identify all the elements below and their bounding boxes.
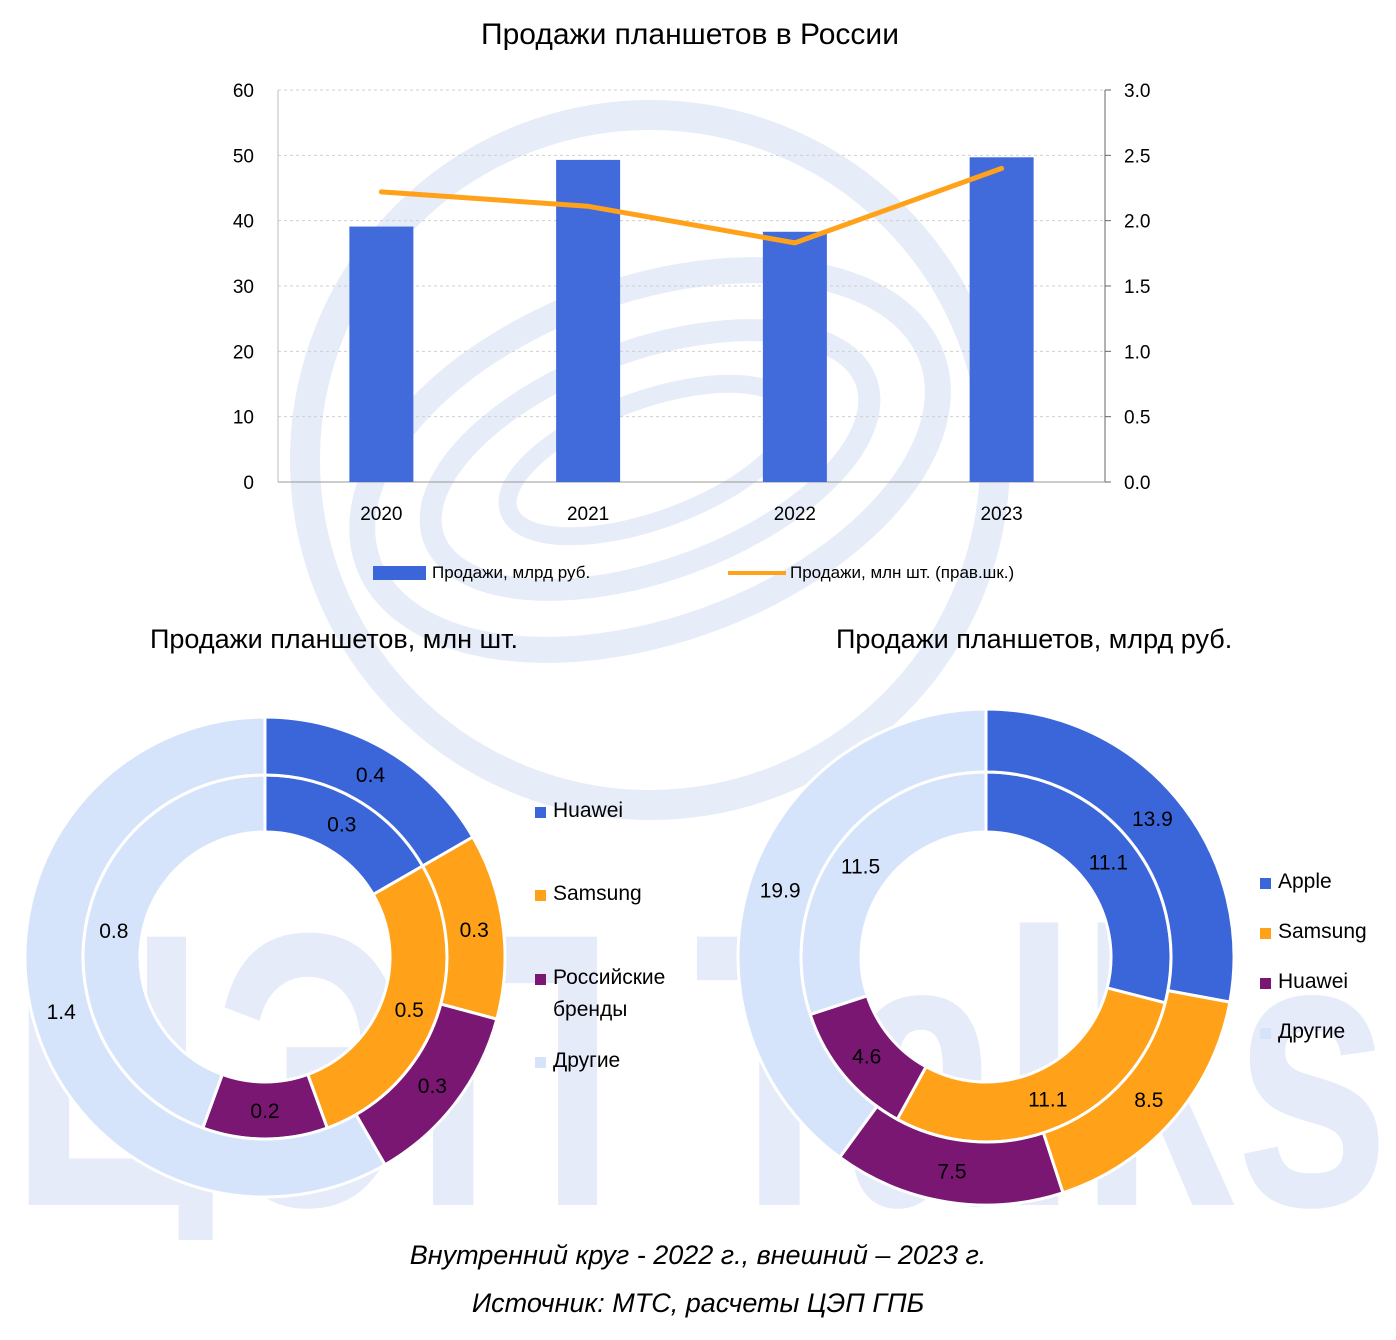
y2-tick-label: 1.0	[1124, 342, 1150, 363]
legend-label: Apple	[1278, 870, 1332, 893]
y-tick-label: 40	[233, 212, 254, 233]
rings-note: Внутренний круг - 2022 г., внешний – 202…	[409, 1240, 987, 1270]
donut-left-title: Продажи планшетов, млн шт.	[150, 624, 519, 654]
slice-label: 19.9	[760, 879, 801, 902]
bar-chart-legend: Продажи, млрд руб. Продажи, млн шт. (пра…	[0, 560, 1396, 590]
legend-swatch	[535, 890, 546, 901]
y2-tick-label: 2.5	[1124, 146, 1150, 167]
slice-2023-Apple	[984, 707, 1236, 1004]
slice-2023-Другие	[736, 707, 988, 1160]
y2-tick-label: 0.0	[1124, 473, 1150, 494]
bar-chart-title: Продажи планшетов в России	[481, 18, 899, 51]
legend-label: Другие	[1278, 1020, 1346, 1043]
donut-right-legend: Apple Samsung Huawei Другие	[1260, 866, 1395, 1066]
donut-chart-rubles: 11.1 11.1 4.6 11.5 13.9 8.5 7.5 19.9	[736, 707, 1236, 1207]
slice-label: 0.5	[395, 999, 424, 1022]
legend-label-line: Продажи, млн шт. (прав.шк.)	[790, 563, 1015, 582]
x-tick-label: 2021	[567, 504, 609, 525]
slice-label: 0.3	[460, 919, 489, 942]
donut-chart-units: 0.3 0.5 0.2 0.8 0.4 0.3 0.3 1.4	[23, 715, 507, 1199]
legend-swatch	[535, 1057, 546, 1068]
slice-label: 11.5	[841, 856, 880, 879]
slice-label: 0.3	[327, 814, 356, 837]
legend-item: Samsung	[535, 882, 642, 910]
slice-2023-Другие	[23, 715, 388, 1199]
legend-swatch-line	[728, 571, 786, 575]
donut-left-legend: Huawei Samsung Российские бренды Другие	[535, 795, 715, 1095]
slice-label: 0.2	[250, 1100, 279, 1123]
bar-2020	[349, 226, 414, 482]
legend-item-bar-series: Продажи, млрд руб.	[373, 563, 590, 583]
bar-line-chart: 0 10 20 30 40 50 60 0.0 0.5 1.0 1.5 2.0 2.5 3.0 2020 20…	[233, 81, 1151, 525]
slice-label: 1.4	[47, 1001, 77, 1024]
source-note: Источник: МТС, расчеты ЦЭП ГПБ	[471, 1288, 925, 1318]
legend-label: Huawei	[553, 799, 624, 822]
slice-label: 11.1	[1028, 1089, 1067, 1112]
legend-item: Apple	[1260, 870, 1332, 898]
y-tick-label: 10	[233, 408, 254, 429]
x-tick-label: 2022	[774, 504, 816, 525]
legend-label: Huawei	[1278, 970, 1349, 993]
bar-2021	[556, 159, 621, 482]
x-tick-label: 2023	[980, 504, 1022, 525]
legend-swatch	[535, 974, 546, 985]
legend-label: Другие	[553, 1049, 621, 1072]
slice-label: 0.8	[99, 920, 128, 943]
legend-item: Другие	[535, 1049, 620, 1077]
slice-label: 13.9	[1132, 808, 1173, 831]
y-tick-label: 20	[233, 342, 254, 363]
slice-label: 8.5	[1134, 1089, 1163, 1112]
bar-2022	[762, 231, 827, 482]
y-tick-label: 50	[233, 146, 254, 167]
y-tick-label: 30	[233, 277, 254, 298]
legend-swatch	[1260, 878, 1271, 889]
donut-right-title: Продажи планшетов, млрд руб.	[836, 624, 1233, 654]
slice-label: 4.6	[852, 1046, 881, 1069]
slice-label: 7.5	[937, 1160, 966, 1183]
legend-label: Samsung	[553, 882, 642, 905]
legend-label: Samsung	[1278, 920, 1367, 943]
legend-swatch	[1260, 928, 1271, 939]
y2-tick-label: 3.0	[1124, 81, 1150, 102]
x-tick-label: 2020	[360, 504, 402, 525]
legend-item: Другие	[1260, 1020, 1345, 1048]
line-series-units	[378, 165, 1005, 246]
slice-label: 11.1	[1089, 851, 1128, 874]
bar-2023	[969, 157, 1034, 482]
legend-item: Samsung	[1260, 920, 1367, 948]
slice-label: 0.3	[418, 1075, 447, 1098]
y-tick-label: 0	[243, 473, 254, 494]
legend-item: Российские бренды	[535, 966, 665, 1026]
legend-swatch	[535, 807, 546, 818]
legend-label: Российские бренды	[553, 966, 666, 1021]
y2-tick-label: 1.5	[1124, 277, 1150, 298]
y-tick-label: 60	[233, 81, 254, 102]
legend-swatch	[1260, 978, 1271, 989]
legend-swatch-bar	[373, 566, 426, 580]
legend-item: Huawei	[1260, 970, 1348, 998]
legend-swatch	[1260, 1028, 1271, 1039]
y2-tick-label: 2.0	[1124, 212, 1150, 233]
legend-item: Huawei	[535, 799, 623, 827]
slice-label: 0.4	[356, 764, 386, 787]
legend-label-bar: Продажи, млрд руб.	[432, 563, 591, 582]
y2-tick-label: 0.5	[1124, 408, 1150, 429]
legend-item-line-series: Продажи, млн шт. (прав.шк.)	[728, 563, 1014, 583]
